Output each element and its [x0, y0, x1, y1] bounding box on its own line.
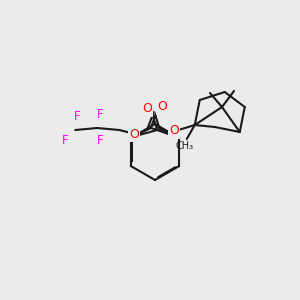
Text: O: O — [142, 103, 152, 116]
Text: F: F — [74, 110, 81, 124]
Text: CH₃: CH₃ — [176, 141, 194, 151]
Text: O: O — [129, 128, 139, 140]
Text: O: O — [157, 100, 167, 113]
Text: O: O — [169, 124, 179, 137]
Text: F: F — [62, 134, 69, 146]
Text: F: F — [97, 134, 104, 146]
Text: F: F — [97, 107, 104, 121]
